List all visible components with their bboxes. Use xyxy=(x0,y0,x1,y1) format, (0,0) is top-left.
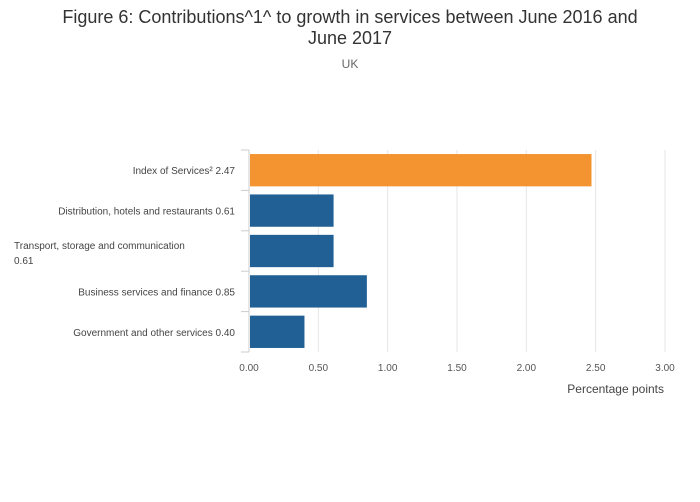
x-tick-label: 1.00 xyxy=(378,363,398,374)
bar xyxy=(250,194,334,227)
x-tick-label: 0.00 xyxy=(239,363,259,374)
y-axis xyxy=(241,149,250,353)
x-tick-label: 2.00 xyxy=(517,363,537,374)
category-label: Government and other services 0.40 xyxy=(73,328,235,339)
x-tick-label: 2.50 xyxy=(586,363,606,374)
category-label: 0.61 xyxy=(14,256,34,267)
bar xyxy=(250,154,592,187)
x-tick-labels: 0.00 0.50 1.00 1.50 2.00 2.50 3.00 xyxy=(239,363,675,374)
x-axis-title: Percentage points xyxy=(567,382,664,396)
chart-subtitle: UK xyxy=(341,57,359,71)
bars xyxy=(250,154,592,348)
category-label: Transport, storage and communication xyxy=(14,241,185,252)
category-label: Distribution, hotels and restaurants 0.6… xyxy=(58,207,235,218)
x-tick-label: 1.50 xyxy=(447,363,467,374)
category-label: Index of Services² 2.47 xyxy=(133,166,236,177)
chart-title-line-2: June 2017 xyxy=(307,28,393,48)
category-label: Business services and finance 0.85 xyxy=(78,287,235,298)
chart-title-line-1: Figure 6: Contributions^1^ to growth in … xyxy=(62,7,638,27)
x-tick-label: 3.00 xyxy=(655,363,675,374)
bar xyxy=(250,315,305,348)
x-tick-label: 0.50 xyxy=(309,363,329,374)
category-labels: Index of Services² 2.47 Distribution, hot… xyxy=(14,166,235,339)
bar xyxy=(250,275,367,308)
bar xyxy=(250,234,334,268)
chart-title: Figure 6: Contributions^1^ to growth in … xyxy=(0,7,700,49)
